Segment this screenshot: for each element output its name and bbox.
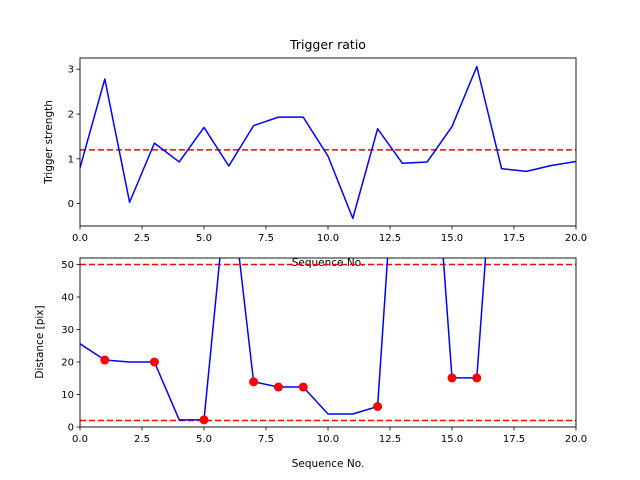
- bottom-marker-point: [199, 415, 209, 425]
- chart-title: Trigger ratio: [289, 37, 366, 52]
- bottom-y-axis-label: Distance [pix]: [34, 305, 46, 378]
- bottom-x-tick-label: 17.5: [503, 434, 525, 445]
- top-x-tick-label: 10.0: [317, 233, 339, 244]
- top-x-axis-label: Sequence No.: [292, 257, 365, 269]
- top-x-tick-label: 20.0: [565, 233, 587, 244]
- top-x-tick-label: 15.0: [441, 233, 463, 244]
- bottom-x-axis-label: Sequence No.: [292, 458, 365, 470]
- bottom-y-tick-label: 20: [61, 358, 74, 369]
- bottom-plot-area: [80, 258, 576, 425]
- top-y-tick-label: 2: [68, 110, 74, 121]
- top-x-tick-label: 5.0: [196, 233, 212, 244]
- bottom-marker-point: [373, 402, 383, 412]
- bottom-marker-point: [100, 355, 110, 365]
- bottom-y-tick-label: 50: [61, 260, 74, 271]
- bottom-y-tick-label: 0: [68, 423, 74, 434]
- bottom-x-tick-label: 20.0: [565, 434, 587, 445]
- bottom-y-tick-label: 30: [61, 325, 74, 336]
- top-y-tick-label: 0: [68, 199, 74, 210]
- bottom-marker-point: [149, 357, 159, 367]
- bottom-x-tick-label: 7.5: [258, 434, 274, 445]
- top-plot-area: [80, 65, 576, 220]
- top-x-tick-label: 0.0: [72, 233, 88, 244]
- bottom-marker-point: [447, 373, 457, 383]
- top-x-tick-label: 12.5: [379, 233, 401, 244]
- bottom-marker-point: [472, 373, 482, 383]
- top-series-line-0: [80, 65, 576, 220]
- top-y-axis-label: Trigger strength: [43, 100, 55, 185]
- bottom-marker-point: [298, 382, 308, 392]
- bottom-x-tick-label: 10.0: [317, 434, 339, 445]
- top-plot: 0.0 2.5 5.0 7.5 10.0 12.5 15.0 17.5 20.0 0 1 2 3: [68, 57, 587, 244]
- bottom-x-tick-label: 0.0: [72, 434, 88, 445]
- top-x-tick-label: 7.5: [258, 233, 274, 244]
- top-x-tick-label: 2.5: [134, 233, 150, 244]
- bottom-marker-point: [273, 382, 283, 392]
- bottom-plot: 0.0 2.5 5.0 7.5 10.0 12.5 15.0 17.5 20.0 0 10 20 30 4…: [61, 257, 587, 445]
- top-y-tick-label: 3: [68, 65, 74, 76]
- bottom-x-tick-label: 2.5: [134, 434, 150, 445]
- top-x-tick-label: 17.5: [503, 233, 525, 244]
- bottom-marker-point: [249, 377, 259, 387]
- bottom-x-tick-label: 5.0: [196, 434, 212, 445]
- bottom-y-tick-label: 40: [61, 293, 74, 304]
- bottom-x-tick-label: 15.0: [441, 434, 463, 445]
- top-y-tick-label: 1: [68, 154, 74, 165]
- bottom-x-tick-label: 12.5: [379, 434, 401, 445]
- bottom-y-tick-label: 10: [61, 390, 74, 401]
